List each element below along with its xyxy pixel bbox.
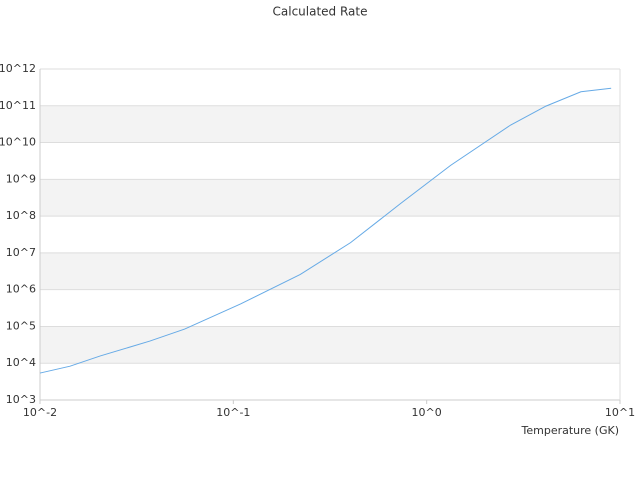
chart-title: Calculated Rate (273, 5, 368, 19)
x-axis-label: Temperature (GK) (521, 424, 620, 437)
y-tick-label: 10^12 (0, 62, 36, 75)
grid-band (40, 105, 620, 143)
x-tick-label: 10^1 (605, 406, 635, 419)
x-tick-label: 10^-1 (216, 406, 250, 419)
grid-band (40, 326, 620, 364)
y-tick-label: 10^10 (0, 136, 36, 149)
grid-band (40, 179, 620, 217)
y-tick-label: 10^11 (0, 99, 36, 112)
y-tick-label: 10^5 (6, 319, 36, 332)
y-tick-label: 10^3 (6, 393, 36, 406)
bands (40, 105, 620, 364)
line (39, 87, 612, 374)
y-tick-label: 10^6 (6, 283, 36, 296)
y-tick-label: 10^7 (6, 246, 36, 259)
y-tick-label: 10^8 (6, 209, 36, 222)
y-tick-label: 10^9 (6, 172, 36, 185)
x-tick-label: 10^-2 (23, 406, 57, 419)
y-tick-label: 10^4 (6, 356, 36, 369)
grid-band (40, 252, 620, 290)
x-tick-label: 10^0 (412, 406, 442, 419)
